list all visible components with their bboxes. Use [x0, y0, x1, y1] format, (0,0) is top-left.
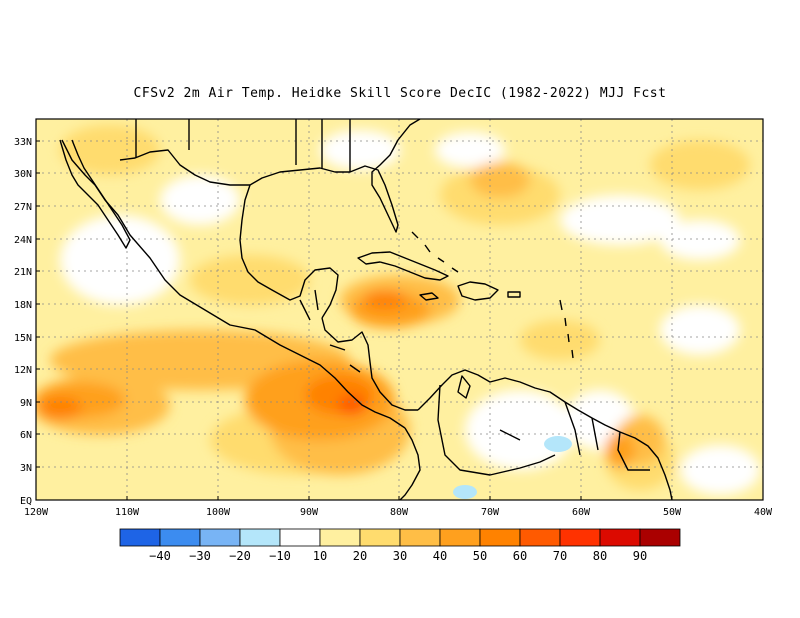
colorbar-swatch	[279, 528, 321, 547]
colorbar-label: 60	[513, 549, 527, 563]
colorbar-swatch	[439, 528, 481, 547]
colorbar: −40 −30 −20 −10 10 20 30 40 50 60 70 80 90	[119, 528, 681, 563]
lat-label-15n: 15N	[14, 333, 32, 344]
colorbar-label: 10	[313, 549, 327, 563]
colorbar-swatch	[159, 528, 201, 547]
lat-axis: 33N 30N 27N 24N 21N 18N 15N 12N 9N 6N 3N…	[14, 137, 40, 507]
colorbar-label: 90	[633, 549, 647, 563]
lon-label-80w: 80W	[390, 507, 409, 518]
lat-label-3n: 3N	[20, 463, 32, 474]
colorbar-label: 30	[393, 549, 407, 563]
lat-label-33n: 33N	[14, 137, 32, 148]
lon-label-90w: 90W	[300, 507, 319, 518]
map-title: CFSv2 2m Air Temp. Heidke Skill Score De…	[133, 86, 667, 101]
colorbar-label: 80	[593, 549, 607, 563]
colorbar-swatch	[319, 528, 361, 547]
colorbar-swatch	[239, 528, 281, 547]
skill-field	[36, 119, 763, 500]
lon-label-110w: 110W	[115, 507, 140, 518]
lat-label-24n: 24N	[14, 235, 32, 246]
lon-label-120w: 120W	[24, 507, 49, 518]
colorbar-label: 50	[473, 549, 487, 563]
lat-label-12n: 12N	[14, 365, 32, 376]
colorbar-swatch	[359, 528, 401, 547]
colorbar-label: 20	[353, 549, 367, 563]
lat-label-27n: 27N	[14, 202, 32, 213]
lon-label-100w: 100W	[206, 507, 231, 518]
lat-label-6n: 6N	[20, 430, 32, 441]
colorbar-label: 40	[433, 549, 447, 563]
lat-label-18n: 18N	[14, 300, 32, 311]
colorbar-label: −30	[189, 549, 211, 563]
colorbar-label: −10	[269, 549, 291, 563]
colorbar-label: −40	[149, 549, 171, 563]
colorbar-swatch	[519, 528, 561, 547]
lat-label-eq: EQ	[20, 496, 32, 507]
colorbar-swatch	[199, 528, 241, 547]
lon-axis: 120W 110W 100W 90W 80W 70W 60W 50W 40W	[24, 496, 773, 518]
coastlines	[59, 119, 673, 500]
lat-lon-grid	[36, 119, 763, 500]
colorbar-swatch	[479, 528, 521, 547]
colorbar-swatch	[399, 528, 441, 547]
lon-label-70w: 70W	[481, 507, 500, 518]
lat-label-30n: 30N	[14, 169, 32, 180]
lon-label-50w: 50W	[663, 507, 682, 518]
lon-label-60w: 60W	[572, 507, 591, 518]
colorbar-swatch	[599, 528, 641, 547]
lat-label-9n: 9N	[20, 398, 32, 409]
colorbar-label: −20	[229, 549, 251, 563]
lat-label-21n: 21N	[14, 267, 32, 278]
lon-label-40w: 40W	[754, 507, 773, 518]
colorbar-label: 70	[553, 549, 567, 563]
colorbar-swatch	[559, 528, 601, 547]
colorbar-swatch	[119, 528, 161, 547]
colorbar-swatch	[639, 528, 681, 547]
